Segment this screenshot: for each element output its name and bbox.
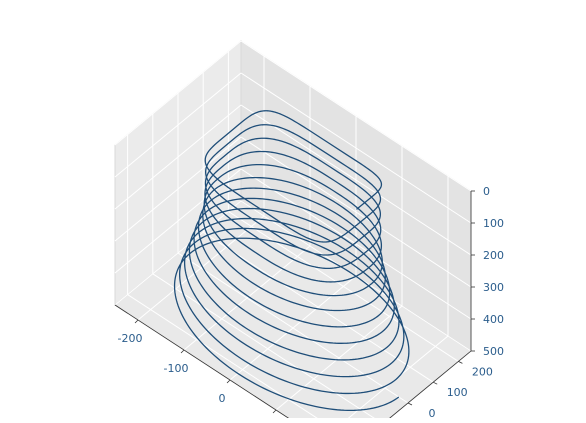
z-tick-label: 400 (483, 313, 504, 326)
z-tick-label: 100 (483, 217, 504, 230)
tick-mark (458, 361, 463, 364)
grid-line (240, 168, 472, 320)
spiral-series-line (173, 110, 410, 412)
grid-line (152, 273, 383, 423)
tick-mark (226, 379, 231, 384)
tick-mark (180, 349, 185, 354)
grid-line (228, 210, 459, 362)
tick-labels: -200-1000100200-200-10001002000100200300… (118, 185, 504, 423)
y-tick-label: 200 (472, 365, 493, 378)
y-tick-label: 100 (447, 386, 468, 399)
grid-line (114, 136, 242, 242)
x-tick-label: -100 (164, 362, 189, 375)
tick-mark (407, 402, 413, 406)
x-tick-label: -200 (118, 332, 143, 345)
x-tick-label: 0 (219, 392, 226, 405)
grid-line (202, 231, 434, 383)
z-tick-label: 500 (483, 345, 504, 358)
z-tick-label: 300 (483, 281, 504, 294)
z-tick-label: 0 (483, 185, 490, 198)
grid-line (240, 104, 472, 256)
grid-line (114, 104, 242, 210)
z-tick-label: 200 (483, 249, 504, 262)
tick-mark (433, 381, 438, 385)
tick-mark (134, 319, 139, 324)
grid-line (114, 200, 242, 306)
y-tick-label: 0 (429, 407, 436, 418)
tick-mark (272, 409, 277, 414)
grid-line (114, 72, 242, 178)
grid-line (240, 136, 472, 288)
plot-area (173, 110, 410, 412)
grid-line (240, 40, 472, 192)
grid-line (114, 40, 242, 146)
grid-line (240, 72, 472, 224)
grid-line (177, 252, 409, 404)
